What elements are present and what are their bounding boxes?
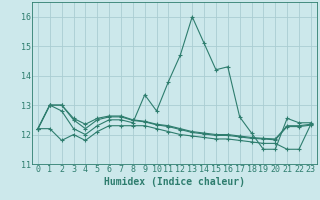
X-axis label: Humidex (Indice chaleur): Humidex (Indice chaleur) [104,177,245,187]
